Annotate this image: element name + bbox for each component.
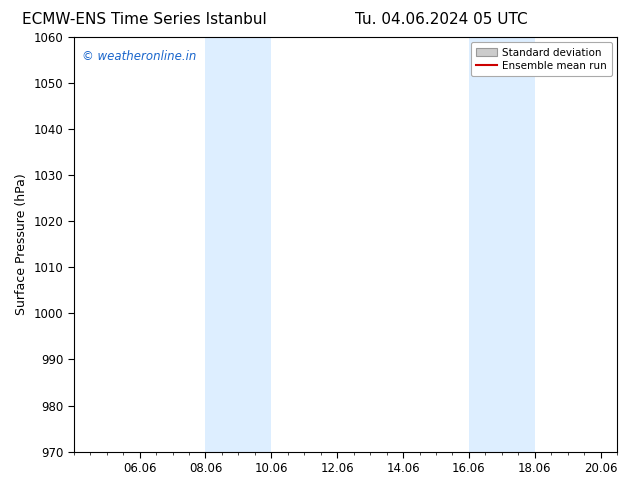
Legend: Standard deviation, Ensemble mean run: Standard deviation, Ensemble mean run [470, 42, 612, 76]
Bar [205, 37, 271, 452]
Text: Tu. 04.06.2024 05 UTC: Tu. 04.06.2024 05 UTC [355, 12, 527, 27]
Y-axis label: Surface Pressure (hPa): Surface Pressure (hPa) [15, 173, 28, 315]
Text: ECMW-ENS Time Series Istanbul: ECMW-ENS Time Series Istanbul [22, 12, 266, 27]
Text: © weatheronline.in: © weatheronline.in [82, 49, 197, 63]
Bar [469, 37, 535, 452]
